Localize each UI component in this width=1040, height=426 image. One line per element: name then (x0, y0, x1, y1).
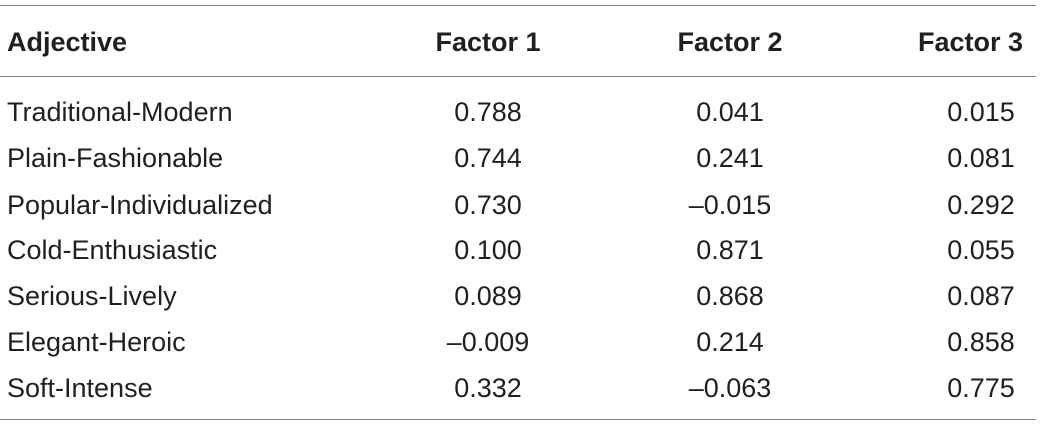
cell-adjective: Serious-Lively (7, 281, 177, 311)
cell-factor-3: 0.081 (947, 143, 1015, 173)
cell-factor-1: 0.332 (454, 373, 522, 403)
cell-adjective: Elegant-Heroic (7, 327, 186, 357)
table-row: Soft-Intense 0.332 –0.063 0.775 (0, 370, 1040, 406)
cell-factor-1: –0.009 (446, 327, 530, 357)
cell-factor-2: 0.868 (696, 281, 764, 311)
cell-factor-3: 0.015 (947, 97, 1015, 127)
cell-factor-1: 0.744 (454, 143, 522, 173)
cell-factor-1: 0.788 (454, 97, 522, 127)
header-adjective: Adjective (7, 27, 128, 57)
table-top-rule (0, 5, 1036, 6)
cell-adjective: Soft-Intense (7, 373, 153, 403)
table-row: Traditional-Modern 0.788 0.041 0.015 (0, 94, 1040, 130)
table-row: Popular-Individualized 0.730 –0.015 0.29… (0, 187, 1040, 223)
cell-factor-1: 0.730 (454, 190, 522, 220)
cell-factor-3: 0.055 (947, 235, 1015, 265)
cell-factor-2: –0.015 (688, 190, 772, 220)
cell-factor-2: 0.871 (696, 235, 764, 265)
table-bottom-rule (0, 419, 1036, 420)
cell-adjective: Plain-Fashionable (7, 143, 224, 173)
cell-adjective: Traditional-Modern (7, 97, 233, 127)
cell-factor-3: 0.858 (947, 327, 1015, 357)
cell-factor-3: 0.292 (947, 190, 1015, 220)
cell-factor-3: 0.087 (947, 281, 1015, 311)
table-row: Plain-Fashionable 0.744 0.241 0.081 (0, 140, 1040, 176)
table-row: Elegant-Heroic –0.009 0.214 0.858 (0, 324, 1040, 360)
cell-factor-2: 0.214 (696, 327, 764, 357)
table-row: Serious-Lively 0.089 0.868 0.087 (0, 278, 1040, 314)
cell-factor-1: 0.100 (454, 235, 522, 265)
cell-factor-2: 0.041 (696, 97, 764, 127)
cell-factor-2: –0.063 (688, 373, 772, 403)
header-factor-1: Factor 1 (435, 27, 541, 57)
table-header-row: Adjective Factor 1 Factor 2 Factor 3 (0, 24, 1040, 60)
cell-factor-2: 0.241 (696, 143, 764, 173)
header-factor-3: Factor 3 (918, 27, 1024, 57)
cell-adjective: Popular-Individualized (7, 190, 273, 220)
cell-factor-1: 0.089 (454, 281, 522, 311)
cell-adjective: Cold-Enthusiastic (7, 235, 218, 265)
cell-factor-3: 0.775 (947, 373, 1015, 403)
table-row: Cold-Enthusiastic 0.100 0.871 0.055 (0, 232, 1040, 268)
table-header-rule (0, 76, 1036, 77)
header-factor-2: Factor 2 (677, 27, 783, 57)
